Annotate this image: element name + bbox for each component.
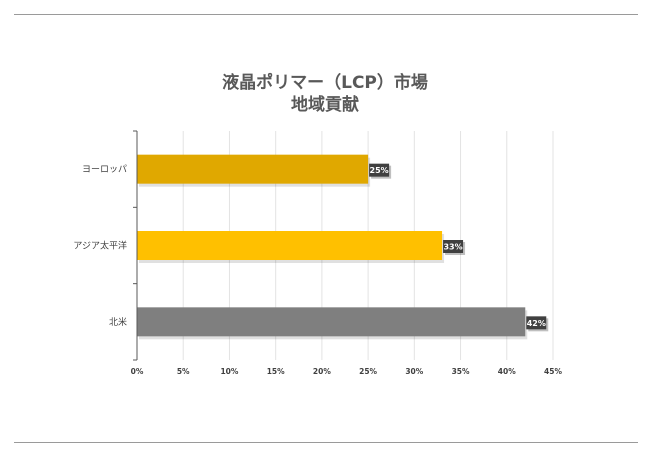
data-label: 42%	[527, 319, 546, 328]
x-tick-label: 20%	[313, 367, 331, 376]
x-tick-label: 35%	[452, 367, 470, 376]
bars	[137, 154, 528, 340]
chart-title-line-1: 液晶ポリマー（LCP）市場	[222, 72, 428, 93]
x-tick-label: 5%	[177, 367, 190, 376]
x-tick-label: 0%	[131, 367, 144, 376]
x-axis-ticks: 0% 5% 10% 15% 20% 25% 30% 35% 40% 45%	[131, 367, 563, 376]
x-tick-label: 15%	[267, 367, 285, 376]
category-label: アジア太平洋	[73, 240, 127, 252]
top-divider	[14, 14, 638, 15]
data-label-box	[369, 163, 390, 177]
bar	[137, 231, 443, 260]
data-labels: 25% 33% 42%	[369, 163, 549, 332]
axes	[133, 130, 138, 361]
x-tick-label: 30%	[405, 367, 423, 376]
data-label: 25%	[370, 166, 389, 175]
x-tick-label: 10%	[220, 367, 238, 376]
data-label-box	[526, 316, 547, 330]
x-tick-label: 40%	[498, 367, 516, 376]
chart-title-line-2: 地域貢献	[291, 94, 359, 115]
category-label: 北米	[109, 316, 127, 328]
category-label: ヨーロッパ	[82, 164, 127, 175]
x-tick-label: 45%	[544, 367, 562, 376]
bar	[137, 307, 526, 337]
x-tick-label: 25%	[359, 367, 377, 376]
chart-title: 液晶ポリマー（LCP）市場 地域貢献	[222, 72, 428, 115]
bottom-divider	[14, 442, 638, 443]
data-label-box	[443, 240, 464, 253]
data-label: 33%	[443, 243, 462, 252]
bar	[137, 154, 369, 184]
